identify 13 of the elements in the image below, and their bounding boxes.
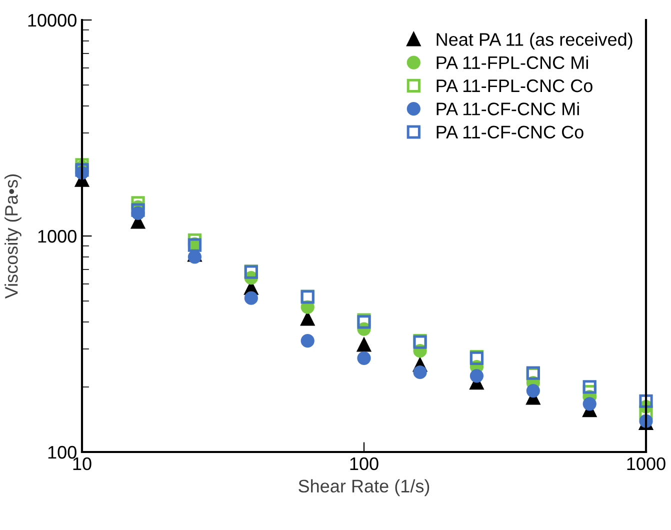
y-axis-title: Viscosity (Pa•s) xyxy=(4,174,22,299)
y-tick-label: 1000 xyxy=(38,230,76,243)
legend-label: PA 11-CF-CNC Mi xyxy=(436,102,579,116)
legend-label: Neat PA 11 (as received) xyxy=(436,32,632,50)
x-tick-label: 10 xyxy=(73,457,92,470)
y-tick-label: 10000 xyxy=(28,14,76,27)
legend-label: PA 11-FPL-CNC Co xyxy=(436,79,592,92)
x-tick-label: 100 xyxy=(350,457,378,470)
legend-label: PA 11-FPL-CNC Mi xyxy=(436,56,588,70)
x-axis-title: Shear Rate (1/s) xyxy=(298,479,430,496)
y-tick-label: 100 xyxy=(48,446,76,459)
x-tick-label: 1000 xyxy=(627,457,666,470)
legend-label: PA 11-CF-CNC Co xyxy=(436,126,584,139)
